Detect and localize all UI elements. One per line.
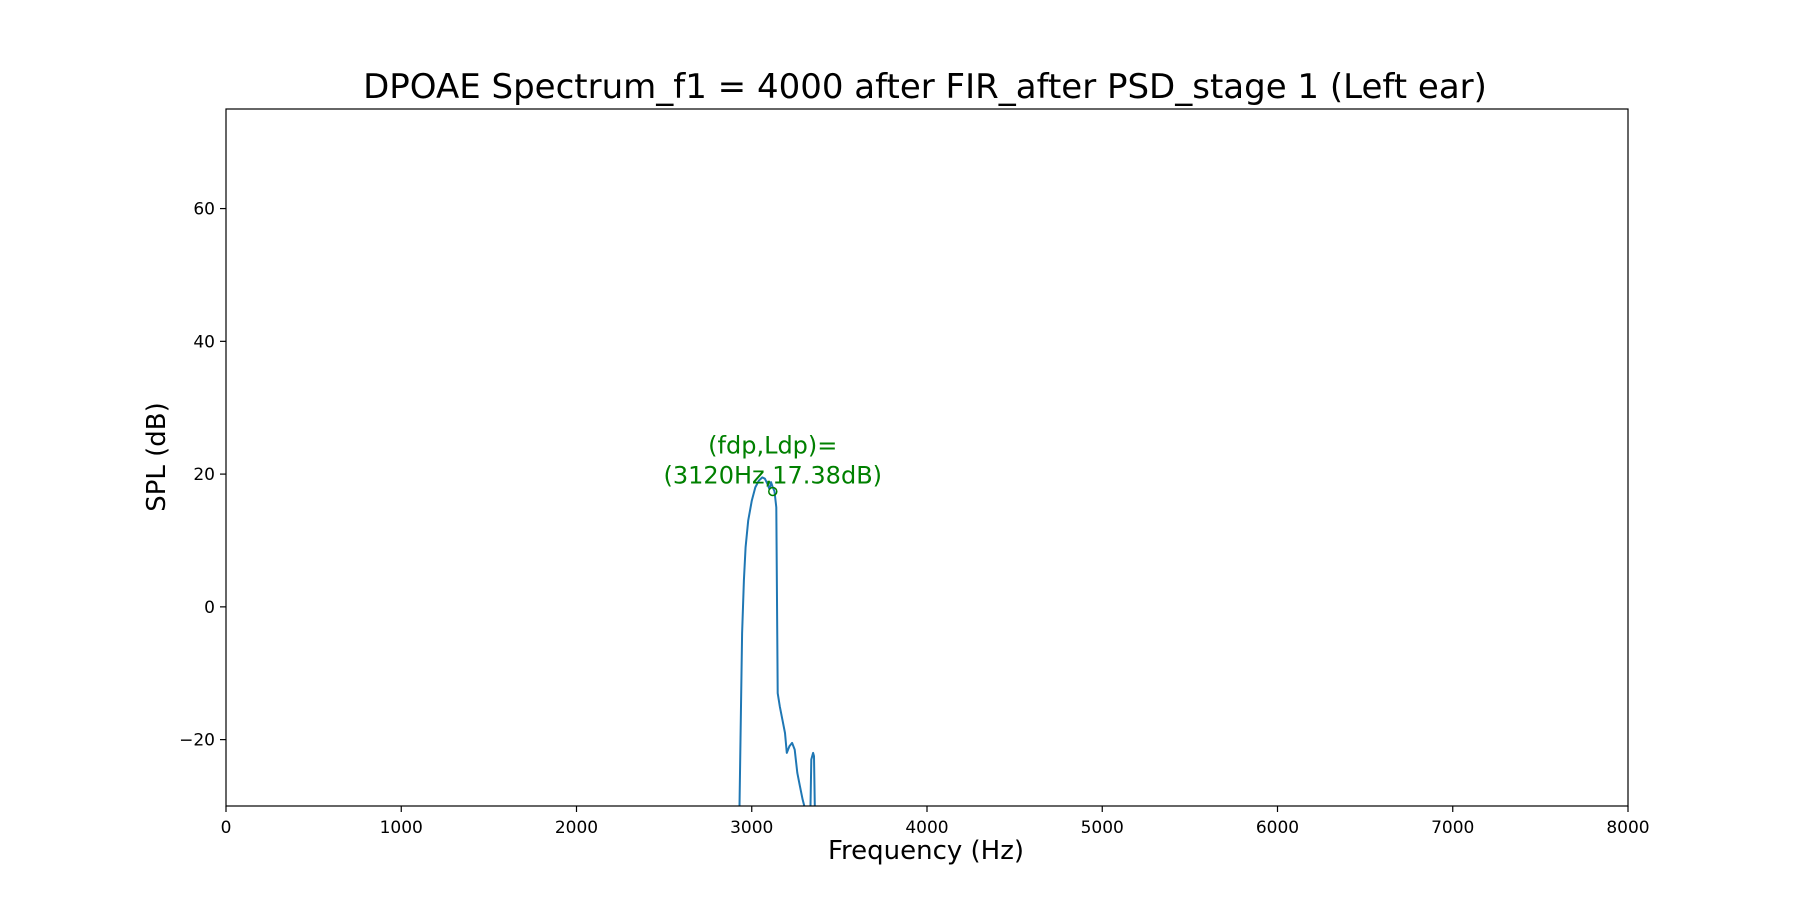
y-axis-label: SPL (dB) — [142, 402, 172, 512]
x-tick-label: 0 — [221, 818, 232, 838]
annotation-line-2: (3120Hz,17.38dB) — [664, 461, 882, 489]
x-tick-label: 7000 — [1431, 818, 1474, 838]
x-tick-label: 1000 — [380, 818, 423, 838]
y-tick-label: −20 — [179, 731, 215, 751]
chart-title: DPOAE Spectrum_f1 = 4000 after FIR_after… — [363, 67, 1487, 107]
y-tick-label: 40 — [193, 332, 215, 352]
annotation-line-1: (fdp,Ldp)= — [708, 431, 837, 459]
x-tick-label: 5000 — [1081, 818, 1124, 838]
y-tick-label: 20 — [193, 465, 215, 485]
x-tick-label: 4000 — [905, 818, 948, 838]
plot-frame — [225, 108, 1629, 807]
x-tick-label: 6000 — [1256, 818, 1299, 838]
spectrum-line — [738, 476, 806, 806]
y-tick-label: 0 — [204, 598, 215, 618]
x-tick-label: 3000 — [730, 818, 773, 838]
dp-marker — [768, 486, 778, 497]
x-tick-label: 8000 — [1606, 818, 1649, 838]
x-tick-label: 2000 — [555, 818, 598, 838]
y-tick-label: 60 — [193, 200, 215, 220]
spectrum-line — [809, 751, 816, 806]
x-axis-label: Frequency (Hz) — [828, 836, 1024, 866]
